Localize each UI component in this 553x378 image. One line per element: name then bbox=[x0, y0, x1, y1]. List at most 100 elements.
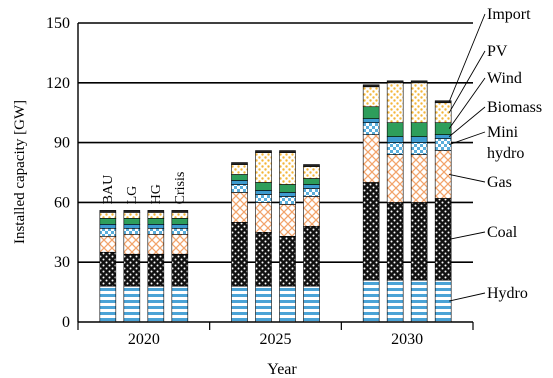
x-tick-label: 2020 bbox=[128, 331, 160, 348]
bar-segment-mini-hydro bbox=[147, 228, 165, 235]
bar-segment-coal bbox=[147, 253, 165, 287]
bar-segment-coal bbox=[99, 251, 117, 287]
legend-label: hydro bbox=[487, 145, 524, 162]
bar-segment-mini-hydro bbox=[434, 138, 452, 151]
y-tick-label: 60 bbox=[54, 194, 70, 211]
legend-label: Gas bbox=[487, 174, 512, 191]
bar-segment-gas bbox=[255, 202, 272, 233]
bar-segment-coal bbox=[231, 222, 248, 287]
bar-segment-gas bbox=[386, 154, 404, 203]
y-tick-label: 150 bbox=[46, 15, 70, 32]
bar-segment-wind bbox=[171, 218, 189, 225]
bar-segment-biomass bbox=[386, 136, 404, 143]
y-axis-title: Installed capacity [GW] bbox=[12, 100, 28, 244]
bar-segment-gas bbox=[410, 154, 428, 203]
bar-segment-wind bbox=[255, 182, 272, 191]
legend-leader-line bbox=[448, 77, 486, 129]
bar-segment-hydro bbox=[410, 279, 428, 323]
bar-segment-import bbox=[303, 164, 320, 167]
bar-segment-coal bbox=[386, 202, 404, 281]
legend: Import PV Wind Biomass Mini hydro Gas Coal Hydro bbox=[448, 6, 542, 302]
bar-segment-biomass bbox=[123, 224, 141, 229]
bar-segment-biomass bbox=[434, 134, 452, 139]
bar-segment-pv bbox=[303, 166, 320, 179]
bar-segment-mini-hydro bbox=[255, 194, 272, 203]
legend-label: Hydro bbox=[487, 285, 528, 302]
bar-segment-import bbox=[279, 150, 296, 153]
bar-segment-coal bbox=[123, 253, 141, 287]
bar-segment-gas bbox=[123, 233, 141, 255]
bar-segment-gas bbox=[99, 235, 117, 253]
bar-segment-mini-hydro bbox=[231, 184, 248, 193]
bar-segment-wind bbox=[410, 122, 428, 137]
bar-segment-mini-hydro bbox=[303, 188, 320, 197]
bar-segment-hydro bbox=[123, 285, 141, 323]
legend-label: Biomass bbox=[487, 99, 542, 116]
bar-segment-biomass bbox=[231, 180, 248, 185]
bar-segment-gas bbox=[171, 233, 189, 255]
scenario-label: Crisis bbox=[173, 172, 188, 205]
y-tick-label: 120 bbox=[46, 75, 70, 92]
gridlines bbox=[78, 22, 473, 264]
bar-segment-mini-hydro bbox=[386, 142, 404, 155]
legend-leader-line bbox=[449, 174, 486, 183]
bar-segment-hydro bbox=[362, 279, 380, 323]
bar-segment-gas bbox=[303, 196, 320, 227]
y-tick-label: 90 bbox=[54, 135, 70, 152]
bar-segment-hydro bbox=[386, 279, 404, 323]
y-tick-label: 30 bbox=[54, 254, 70, 271]
x-axis-title: Year bbox=[267, 361, 297, 378]
legend-label: Import bbox=[487, 6, 531, 23]
scenario-label: HG bbox=[149, 184, 164, 204]
x-tick-label: 2025 bbox=[260, 331, 292, 348]
bar-segment-wind bbox=[303, 178, 320, 185]
bar-segment-import bbox=[231, 162, 248, 165]
bar-segment-wind bbox=[99, 218, 117, 225]
bar-segment-pv bbox=[147, 212, 165, 219]
bar-segment-import bbox=[386, 80, 404, 84]
bar-segment-import bbox=[99, 210, 117, 213]
bar-segment-import bbox=[123, 210, 141, 213]
bar-segment-coal bbox=[410, 202, 428, 281]
bar-segment-wind bbox=[279, 184, 296, 193]
bar-segment-biomass bbox=[303, 184, 320, 189]
bar-segment-import bbox=[147, 210, 165, 213]
bar-segment-biomass bbox=[279, 192, 296, 197]
bar-segment-hydro bbox=[231, 285, 248, 323]
bar-segment-coal bbox=[362, 182, 380, 281]
bar-segment-gas bbox=[231, 192, 248, 223]
bar-segment-coal bbox=[279, 235, 296, 287]
bar-segment-mini-hydro bbox=[123, 228, 141, 235]
legend-leader-line bbox=[449, 131, 486, 146]
axes: 0 30 60 90 120 150 2020 2025 2030 bbox=[46, 15, 474, 348]
legend-leader-line bbox=[449, 231, 486, 240]
bar-segment-wind bbox=[362, 106, 380, 119]
bar-segment-pv bbox=[99, 212, 117, 219]
bar-segment-biomass bbox=[99, 224, 117, 229]
legend-label: PV bbox=[487, 43, 508, 60]
bar-segment-mini-hydro bbox=[410, 142, 428, 155]
bar-segment-wind bbox=[386, 122, 404, 137]
scenario-label: LG bbox=[125, 186, 140, 205]
bar-segment-coal bbox=[303, 226, 320, 287]
bar-segment-hydro bbox=[434, 279, 452, 323]
bar-segment-hydro bbox=[255, 285, 272, 323]
bar-segment-pv bbox=[434, 102, 452, 123]
scenario-label: BAU bbox=[101, 175, 116, 205]
legend-label: Coal bbox=[487, 224, 518, 241]
bar-segment-hydro bbox=[279, 285, 296, 323]
legend-leader-line bbox=[448, 13, 486, 102]
bar-segment-biomass bbox=[410, 136, 428, 143]
bar-segment-biomass bbox=[171, 224, 189, 229]
bar-segment-import bbox=[434, 100, 452, 104]
bar-segment-coal bbox=[434, 198, 452, 281]
legend-label: Wind bbox=[487, 70, 522, 87]
bar-segment-pv bbox=[171, 212, 189, 219]
bar-segment-pv bbox=[123, 212, 141, 219]
bar-segment-mini-hydro bbox=[99, 228, 117, 237]
legend-leader-line bbox=[449, 292, 486, 302]
bar-segment-biomass bbox=[147, 224, 165, 229]
bar-segment-mini-hydro bbox=[171, 228, 189, 235]
bars: BAU LG HG Crisis bbox=[99, 80, 452, 323]
